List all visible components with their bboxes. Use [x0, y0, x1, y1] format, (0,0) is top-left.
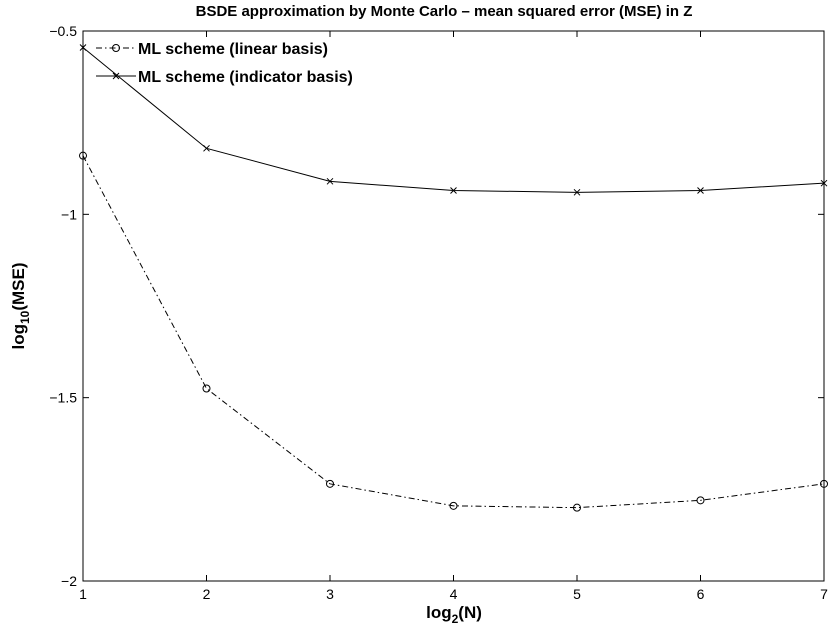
y-tick-label: −1.5	[49, 390, 77, 406]
x-tick-label: 3	[326, 586, 334, 602]
y-tick-label: −1	[61, 206, 77, 222]
data-point-circle	[696, 496, 705, 505]
x-tick-label: 7	[820, 586, 828, 602]
plot-area	[82, 30, 825, 582]
data-point-x	[573, 188, 581, 196]
data-point-circle	[449, 501, 458, 510]
legend-entry-linear: ML scheme (linear basis)	[96, 41, 328, 58]
x-axis-ticks: 1 2 3 4 5 6 7	[79, 31, 828, 602]
x-tick-label: 4	[450, 586, 458, 602]
data-point-x	[326, 177, 334, 185]
data-point-x	[203, 144, 210, 152]
y-axis-label: log10(MSE)	[9, 262, 32, 349]
legend-label-indicator: ML scheme (indicator basis)	[138, 69, 353, 86]
legend-label-linear: ML scheme (linear basis)	[138, 41, 328, 58]
data-point-x	[697, 187, 704, 194]
series-line-0	[82, 155, 825, 509]
x-axis-label: log2(N)	[426, 603, 482, 626]
legend-entry-indicator: ML scheme (indicator basis)	[96, 69, 353, 86]
data-point-circle	[573, 503, 581, 512]
chart-title: BSDE approximation by Monte Carlo – mean…	[196, 3, 693, 20]
x-tick-label: 5	[573, 586, 581, 602]
series-layer	[79, 44, 828, 512]
data-point-x	[820, 179, 828, 187]
y-axis-ticks: −2 −1.5 −1 −0.5	[49, 23, 824, 589]
data-point-circle	[79, 151, 87, 160]
x-tick-label: 2	[203, 586, 211, 602]
legend-circle-marker	[112, 44, 120, 52]
legend: ML scheme (linear basis) ML scheme (indi…	[96, 41, 353, 86]
x-tick-label: 6	[697, 586, 705, 602]
y-tick-label: −0.5	[49, 23, 77, 39]
data-point-x	[450, 187, 457, 194]
legend-x-marker	[112, 72, 120, 80]
data-point-x	[79, 44, 87, 51]
data-point-circle	[326, 479, 334, 488]
data-point-circle	[202, 384, 211, 393]
x-tick-label: 1	[79, 586, 87, 602]
y-tick-label: −2	[61, 573, 77, 589]
